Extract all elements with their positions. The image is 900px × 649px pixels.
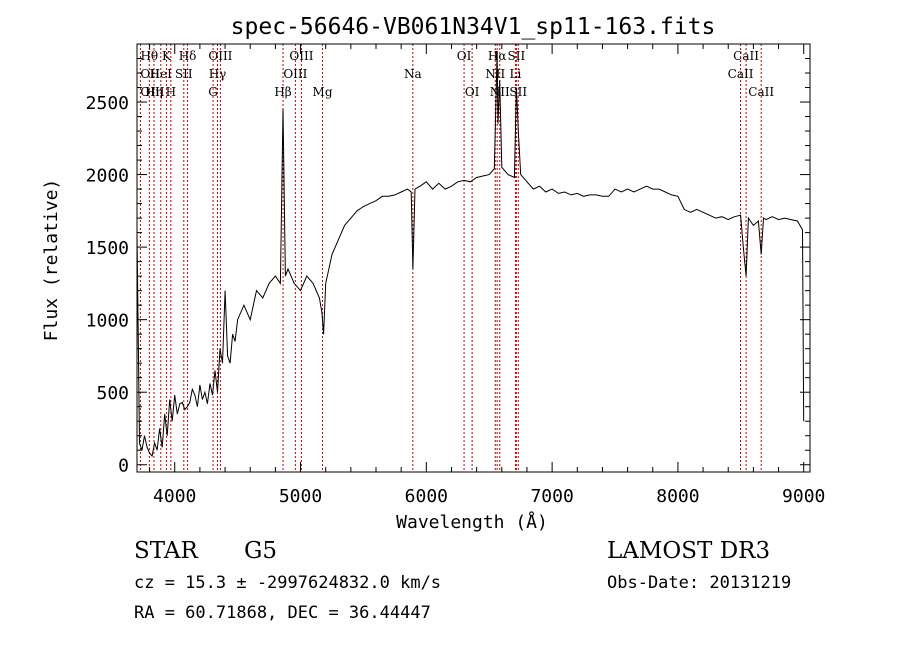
line-label: OIII	[283, 67, 307, 81]
line-label: OI	[465, 85, 480, 99]
y-tick-label: 1000	[86, 311, 129, 332]
y-axis-label: Flux (relative)	[41, 179, 62, 342]
line-label: Hγ	[209, 67, 227, 81]
line-label: SII	[175, 67, 193, 81]
observation-date: Obs-Date: 20131219	[607, 573, 792, 593]
x-tick-label: 6000	[405, 486, 448, 507]
line-label: CaII	[748, 85, 774, 99]
line-label: OII	[140, 67, 160, 81]
y-tick-label: 500	[96, 383, 129, 404]
line-label: CaII	[733, 49, 759, 63]
line-label: OIII	[140, 85, 164, 99]
emission-line-labels: Hθ OII OIII K HeI Hη H SII Hδ OIII Hγ G Hβ OIII OIII Mg…	[140, 49, 774, 99]
y-tick-label: 2500	[86, 93, 129, 114]
object-class: STAR	[134, 538, 198, 564]
spectrum-line	[136, 51, 805, 458]
line-label: HeI	[150, 67, 173, 81]
line-label: OI	[457, 49, 472, 63]
plot-frame	[136, 43, 811, 473]
survey-name: LAMOST DR3	[607, 538, 771, 564]
line-label: G	[208, 85, 218, 99]
x-tick-label: 5000	[279, 486, 322, 507]
y-tick-label: 0	[118, 456, 129, 477]
y-tick-label: 1500	[86, 238, 129, 259]
line-label: H	[166, 85, 176, 99]
line-label: K	[162, 49, 172, 63]
y-tick-label: 2000	[86, 166, 129, 187]
x-tick-label: 4000	[153, 486, 196, 507]
line-label: Hη	[145, 85, 163, 99]
line-label: SII	[509, 85, 527, 99]
line-label: OIII	[208, 49, 232, 63]
line-label: Li	[509, 67, 521, 81]
line-label: Mg	[313, 85, 333, 99]
line-label: Na	[404, 67, 422, 81]
x-tick-label: 9000	[782, 486, 825, 507]
x-axis-label: Wavelength (Å)	[396, 511, 548, 533]
line-label: CaII	[728, 67, 754, 81]
coordinates: RA = 60.71868, DEC = 36.44447	[134, 603, 431, 623]
line-label: Hθ	[140, 49, 158, 63]
emission-line-markers	[139, 44, 762, 472]
object-subclass: G5	[244, 538, 278, 564]
x-tick-label: 7000	[530, 486, 573, 507]
redshift-info: cz = 15.3 ± -2997624832.0 km/s	[134, 573, 442, 593]
chart-title: spec-56646-VB061N34V1_sp11-163.fits	[231, 14, 716, 40]
line-label: Hδ	[179, 49, 197, 63]
line-label: OIII	[289, 49, 313, 63]
line-label: NII	[485, 67, 505, 81]
y-axis: 0 500 1000 1500 2000 2500	[86, 58, 810, 477]
x-axis: 4000 5000 6000 7000 8000 9000	[149, 44, 825, 507]
x-tick-label: 8000	[656, 486, 699, 507]
line-label: SII	[508, 49, 526, 63]
line-label: Hβ	[274, 85, 291, 99]
